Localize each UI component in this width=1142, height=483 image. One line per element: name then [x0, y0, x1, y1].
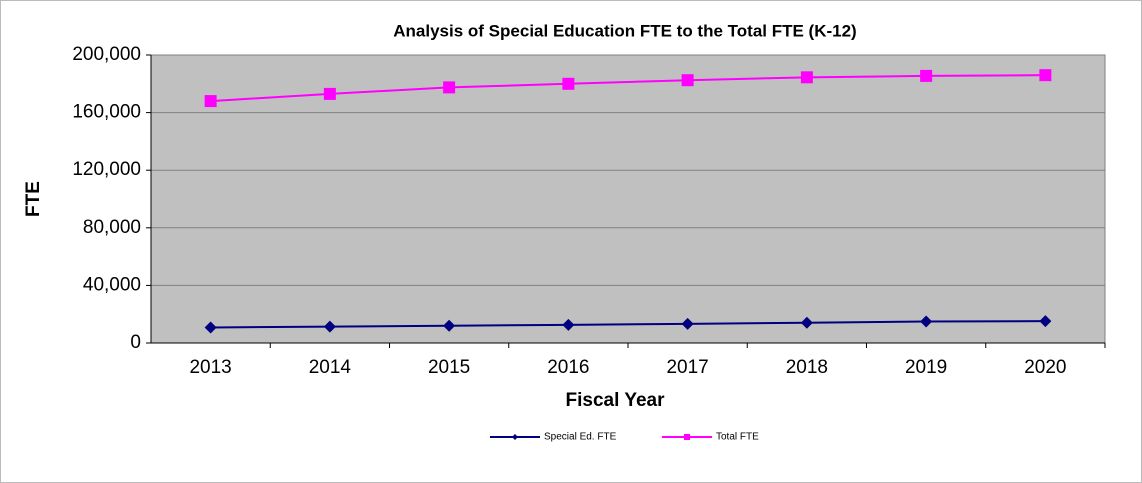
data-point — [443, 319, 456, 332]
y-tick-label: 0 — [130, 332, 141, 353]
x-tick-label: 2016 — [547, 357, 589, 378]
legend-label: Special Ed. FTE — [544, 432, 617, 443]
data-point — [562, 77, 575, 90]
x-axis-title: Fiscal Year — [566, 390, 666, 411]
data-point — [562, 318, 575, 331]
legend-marker — [512, 434, 518, 440]
x-tick-label: 2019 — [905, 357, 947, 378]
x-tick-label: 2017 — [666, 357, 708, 378]
data-point — [323, 87, 336, 100]
x-tick-label: 2018 — [786, 357, 828, 378]
data-point — [1039, 315, 1052, 328]
x-tick-label: 2014 — [309, 357, 352, 378]
data-point — [204, 321, 217, 334]
data-point — [443, 81, 456, 94]
data-point — [800, 316, 813, 329]
series-line — [210, 74, 1046, 103]
y-tick-label: 80,000 — [83, 217, 141, 238]
plot-area — [150, 54, 1106, 344]
y-tick-label: 160,000 — [72, 102, 141, 123]
x-tick-label: 2013 — [189, 357, 231, 378]
y-tick-label: 200,000 — [72, 44, 141, 65]
x-tick-label: 2020 — [1024, 357, 1066, 378]
series-line — [210, 320, 1046, 329]
x-tick-label: 2015 — [428, 357, 470, 378]
data-point — [323, 320, 336, 333]
chart-title: Analysis of Special Education FTE to the… — [393, 21, 856, 40]
data-point — [681, 74, 694, 87]
data-point — [1039, 69, 1052, 82]
legend-label: Total FTE — [716, 432, 759, 443]
y-tick-label: 40,000 — [83, 274, 141, 295]
data-point — [204, 95, 217, 108]
data-point — [920, 69, 933, 82]
legend-marker — [684, 434, 690, 440]
data-point — [681, 317, 694, 330]
data-point — [800, 71, 813, 84]
y-axis-title: FTE — [23, 181, 44, 217]
data-point — [920, 315, 933, 328]
y-tick-label: 120,000 — [72, 159, 141, 180]
